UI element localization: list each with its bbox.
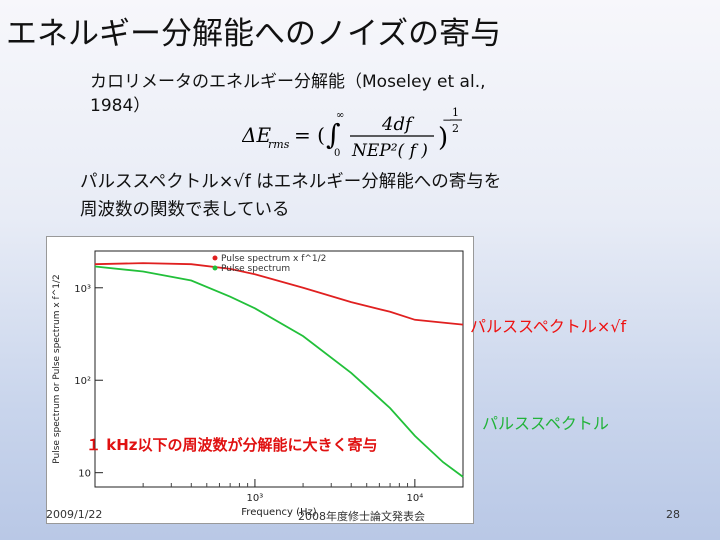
series-line-green <box>94 265 464 478</box>
exp-num: 1 <box>452 106 459 119</box>
x-tick-label: 10³ <box>247 493 264 504</box>
legend-marker-green <box>212 265 218 271</box>
integral-lower: 0 <box>334 148 340 159</box>
formula-numerator: 4df <box>381 114 415 135</box>
annotation-note: １ kHz以下の周波数が分解能に大きく寄与 <box>86 436 378 454</box>
spectrum-chart: 10³ 10⁴ 10³ 10² 10 Pulse spectrum x f^1/2 Pu… <box>52 250 464 518</box>
legend-entry-green: Pulse spectrum <box>221 264 290 274</box>
x-axis-label: Frequency (Hz) <box>241 507 317 518</box>
x-tick-label: 10⁴ <box>406 493 423 504</box>
spectrum-text-line2: 周波数の関数で表している <box>80 200 290 220</box>
spectrum-text-line1: パルススペクトル×√f はエネルギー分解能への寄与を <box>80 172 502 192</box>
formula-lhs-sub: rms <box>268 138 290 151</box>
integral-upper: ∞ <box>336 110 344 121</box>
footer-event: 2008年度修士論文発表会 <box>298 510 425 523</box>
formula-eq: = ( <box>294 123 325 147</box>
resolution-text-line2: 1984） <box>90 96 151 116</box>
y-tick-label: 10 <box>78 469 91 480</box>
formula-lhs: ΔE <box>242 123 271 147</box>
slide-title: エネルギー分解能へのノイズの寄与 <box>6 16 502 52</box>
legend-marker-red <box>212 255 218 261</box>
label-red-series: パルススペクトル×√f <box>470 317 627 336</box>
footer-page-number: 28 <box>666 508 680 521</box>
integral-sign: ∫ <box>326 118 341 151</box>
series-line-red <box>94 262 464 326</box>
footer-date: 2009/1/22 <box>46 508 103 521</box>
resolution-text: カロリメータのエネルギー分解能（Moseley et al., 1984） <box>90 70 486 118</box>
plot-frame <box>94 250 464 488</box>
spectrum-text: パルススペクトル×√f はエネルギー分解能への寄与を 周波数の関数で表している <box>80 168 501 224</box>
y-tick-label: 10² <box>74 376 91 387</box>
resolution-text-line1: カロリメータのエネルギー分解能（Moseley et al., <box>90 72 486 92</box>
resolution-formula: ΔE rms = ( ∫ ∞ 0 4df NEP²( f ) ) 1 2 − <box>242 106 462 161</box>
legend-entry-red: Pulse spectrum x f^1/2 <box>221 254 326 264</box>
chart-legend: Pulse spectrum x f^1/2 Pulse spectrum <box>212 254 326 274</box>
label-green-series: パルススペクトル <box>482 414 609 433</box>
formula-close: ) <box>438 123 448 153</box>
exp-sign: − <box>442 113 452 127</box>
formula-denominator: NEP²( f ) <box>351 141 428 161</box>
exp-den: 2 <box>452 122 459 135</box>
spectrum-plot: 10³ 10⁴ 10³ 10² 10 Pulse spectrum x f^1/2 Pu… <box>46 236 474 524</box>
y-axis-label: Pulse spectrum or Pulse spectrum x f^1/2 <box>52 274 62 463</box>
y-tick-label: 10³ <box>74 284 91 295</box>
